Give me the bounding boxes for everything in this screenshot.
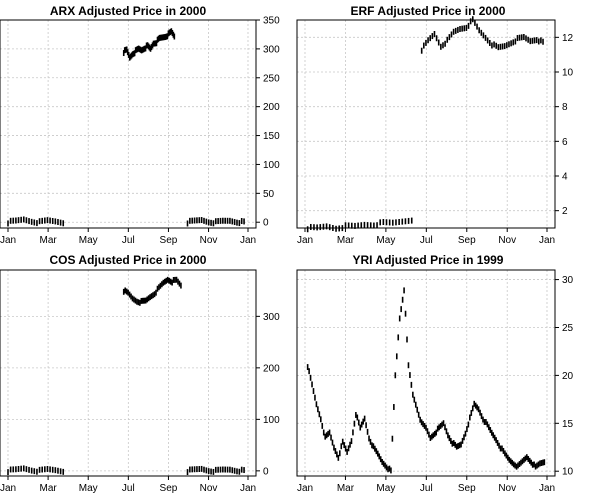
x-tick-label: Nov [200, 235, 218, 246]
y-tick-label: 350 [263, 16, 280, 27]
y-tick-label: 300 [263, 44, 280, 55]
y-tick-label: 20 [562, 371, 574, 382]
x-tick-label: Mar [337, 235, 355, 246]
y-tick-label: 300 [263, 312, 280, 323]
x-tick-label: Mar [39, 483, 57, 494]
plot-frame [0, 19, 257, 229]
x-tick-label: Jan [539, 483, 555, 494]
chart-panel-2: ERF Adjusted Price in 2000 Jan Mar May Jul Se… [296, 4, 574, 246]
x-tick-label: Jan [240, 235, 256, 246]
y-tick-label: 6 [562, 137, 568, 148]
y-tick-label: 0 [263, 218, 269, 229]
plot-frame [0, 269, 257, 477]
y-tick-label: 8 [562, 102, 568, 113]
y-tick-label: 150 [263, 131, 280, 142]
y-tick-label: 250 [263, 73, 280, 84]
y-tick-label: 10 [562, 467, 574, 478]
y-tick-label: 200 [263, 363, 280, 374]
chart-title: YRI Adjusted Price in 1999 [353, 253, 504, 267]
x-tick-label: May [376, 483, 395, 494]
y-tick-label: 200 [263, 102, 280, 113]
x-tick-label: Nov [498, 483, 516, 494]
x-tick-label: Jul [420, 483, 433, 494]
x-tick-label: May [376, 235, 395, 246]
chart-panel-4: YRI Adjusted Price in 1999 Jan Mar May Jul Se… [296, 253, 574, 494]
x-tick-label: May [79, 483, 98, 494]
x-tick-label: Jul [420, 235, 433, 246]
chart-title: ERF Adjusted Price in 2000 [351, 4, 506, 18]
x-tick-label: Mar [337, 483, 355, 494]
x-tick-label: Jan [539, 235, 555, 246]
x-tick-label: Sep [160, 235, 178, 246]
x-tick-label: May [79, 235, 98, 246]
x-tick-label: Jul [122, 483, 135, 494]
x-tick-label: Jan [297, 235, 313, 246]
y-tick-label: 25 [562, 323, 574, 334]
y-tick-label: 2 [562, 206, 568, 217]
y-tick-label: 0 [263, 466, 269, 477]
x-tick-label: Jan [0, 235, 16, 246]
x-tick-label: Jan [0, 483, 16, 494]
x-tick-label: Nov [498, 235, 516, 246]
y-tick-label: 50 [263, 189, 275, 200]
plot-frame [296, 269, 556, 477]
x-tick-label: Jul [122, 235, 135, 246]
chart-panel-3: COS Adjusted Price in 2000 Jan Mar May Jul Se… [0, 253, 280, 494]
y-tick-label: 12 [562, 33, 574, 44]
x-tick-label: Nov [200, 483, 218, 494]
x-tick-label: Jan [240, 483, 256, 494]
y-tick-label: 10 [562, 68, 574, 79]
x-tick-label: Sep [458, 235, 476, 246]
y-tick-label: 30 [562, 275, 574, 286]
plot-frame [296, 19, 556, 229]
y-tick-label: 4 [562, 172, 568, 183]
y-tick-label: 100 [263, 415, 280, 426]
x-tick-label: Mar [39, 235, 57, 246]
x-tick-label: Sep [160, 483, 178, 494]
y-tick-label: 15 [562, 419, 574, 430]
x-tick-label: Sep [458, 483, 476, 494]
x-tick-label: Jan [297, 483, 313, 494]
chart-panel-1: ARX Adjusted Price in 2000 Jan Mar May Jul Se… [0, 4, 280, 246]
y-tick-label: 100 [263, 160, 280, 171]
chart-title: ARX Adjusted Price in 2000 [50, 4, 207, 18]
chart-title: COS Adjusted Price in 2000 [50, 253, 207, 267]
